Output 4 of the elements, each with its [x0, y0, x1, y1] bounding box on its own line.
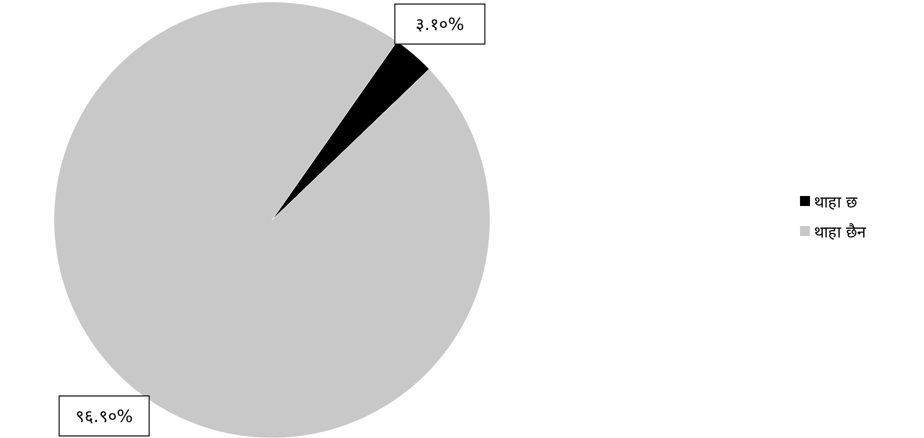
data-label: ३.१०%	[416, 15, 464, 35]
data-label: ९६.९०%	[75, 406, 133, 427]
legend-label: थाहा छ	[814, 192, 858, 212]
legend-label: थाहा छैन	[814, 222, 868, 242]
